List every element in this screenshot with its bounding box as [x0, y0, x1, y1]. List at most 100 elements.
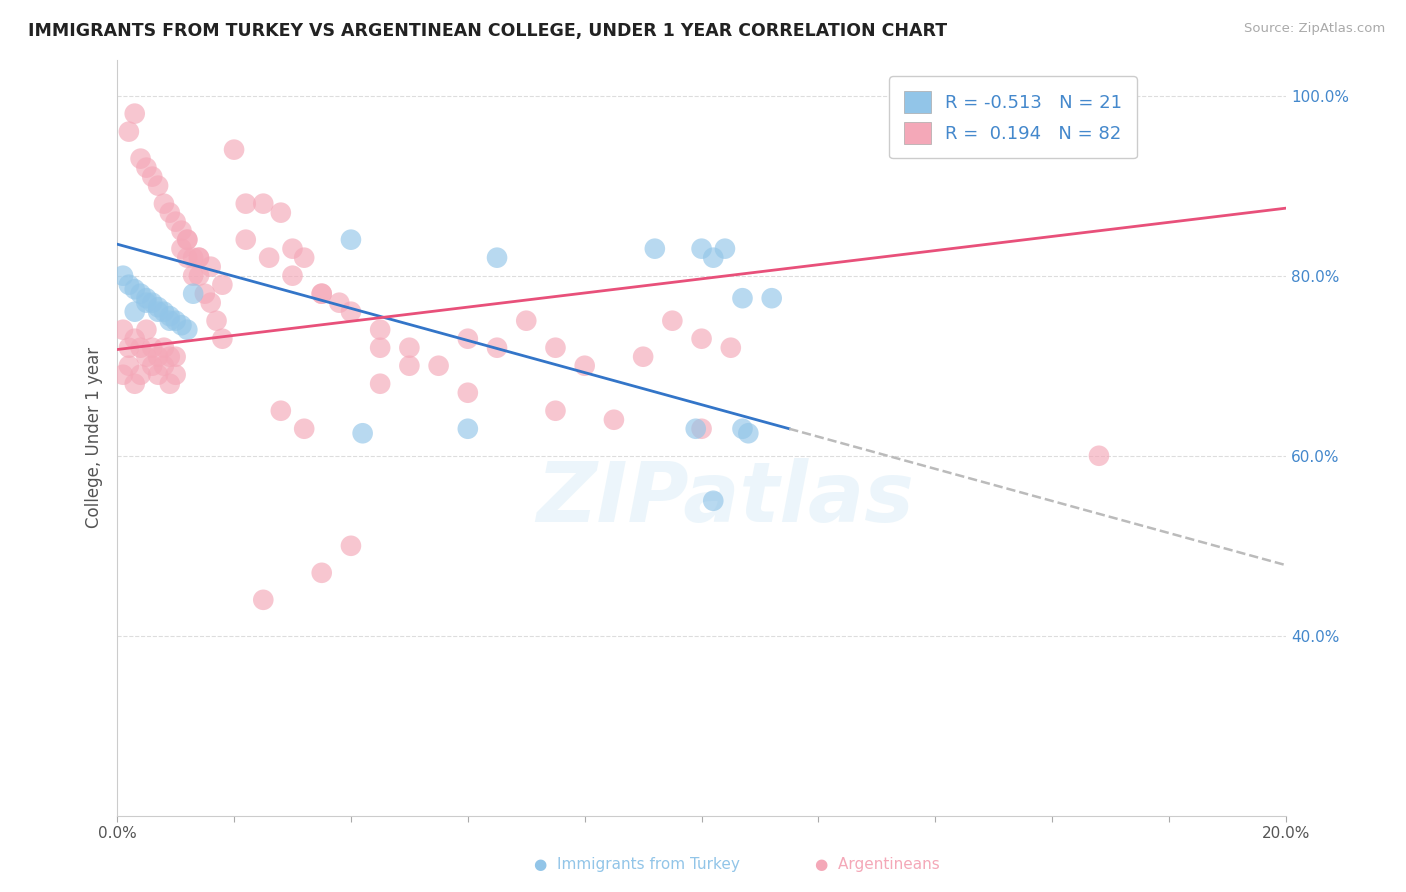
- Point: [118, 341, 141, 355]
- Point: [141, 359, 163, 373]
- Point: [731, 422, 754, 436]
- Point: [165, 215, 187, 229]
- Point: [159, 205, 181, 219]
- Point: [211, 332, 233, 346]
- Point: [574, 359, 596, 373]
- Point: [340, 304, 363, 318]
- Point: [340, 233, 363, 247]
- Point: [398, 341, 420, 355]
- Point: [205, 314, 228, 328]
- Legend: R = -0.513   N = 21, R =  0.194   N = 82: R = -0.513 N = 21, R = 0.194 N = 82: [889, 76, 1136, 158]
- Point: [181, 286, 204, 301]
- Point: [486, 341, 509, 355]
- Point: [141, 341, 163, 355]
- Point: [731, 291, 754, 305]
- Point: [118, 359, 141, 373]
- Point: [457, 385, 479, 400]
- Point: [176, 323, 198, 337]
- Point: [281, 268, 304, 283]
- Point: [368, 341, 391, 355]
- Point: [141, 295, 163, 310]
- Point: [457, 422, 479, 436]
- Point: [165, 350, 187, 364]
- Text: Source: ZipAtlas.com: Source: ZipAtlas.com: [1244, 22, 1385, 36]
- Point: [118, 125, 141, 139]
- Point: [222, 143, 245, 157]
- Point: [685, 422, 707, 436]
- Point: [486, 251, 509, 265]
- Point: [398, 359, 420, 373]
- Point: [1088, 449, 1111, 463]
- Point: [311, 286, 333, 301]
- Point: [292, 422, 315, 436]
- Point: [211, 277, 233, 292]
- Point: [118, 277, 141, 292]
- Point: [235, 196, 257, 211]
- Point: [631, 350, 654, 364]
- Point: [311, 566, 333, 580]
- Point: [252, 196, 274, 211]
- Point: [200, 260, 222, 274]
- Text: ●  Immigrants from Turkey: ● Immigrants from Turkey: [534, 857, 740, 872]
- Point: [112, 323, 135, 337]
- Point: [159, 309, 181, 323]
- Point: [146, 178, 169, 193]
- Point: [124, 282, 146, 296]
- Point: [159, 314, 181, 328]
- Point: [311, 286, 333, 301]
- Point: [368, 376, 391, 391]
- Point: [146, 350, 169, 364]
- Point: [124, 304, 146, 318]
- Point: [170, 318, 193, 333]
- Point: [153, 196, 176, 211]
- Point: [170, 224, 193, 238]
- Point: [176, 233, 198, 247]
- Point: [714, 242, 737, 256]
- Point: [159, 376, 181, 391]
- Point: [270, 403, 292, 417]
- Point: [112, 268, 135, 283]
- Point: [181, 251, 204, 265]
- Point: [153, 304, 176, 318]
- Point: [457, 332, 479, 346]
- Point: [427, 359, 450, 373]
- Point: [153, 341, 176, 355]
- Point: [368, 323, 391, 337]
- Point: [644, 242, 666, 256]
- Point: [176, 251, 198, 265]
- Y-axis label: College, Under 1 year: College, Under 1 year: [86, 347, 103, 528]
- Point: [129, 152, 152, 166]
- Point: [515, 314, 537, 328]
- Point: [720, 341, 742, 355]
- Point: [176, 233, 198, 247]
- Point: [690, 332, 713, 346]
- Point: [112, 368, 135, 382]
- Point: [146, 304, 169, 318]
- Point: [124, 332, 146, 346]
- Text: ●  Argentineans: ● Argentineans: [815, 857, 941, 872]
- Point: [124, 106, 146, 120]
- Point: [328, 295, 350, 310]
- Text: ZIPatlas: ZIPatlas: [536, 458, 914, 539]
- Point: [153, 359, 176, 373]
- Point: [690, 242, 713, 256]
- Point: [544, 403, 567, 417]
- Point: [194, 286, 217, 301]
- Point: [135, 350, 157, 364]
- Point: [141, 169, 163, 184]
- Point: [252, 592, 274, 607]
- Point: [188, 251, 211, 265]
- Point: [352, 426, 374, 441]
- Point: [159, 350, 181, 364]
- Point: [188, 251, 211, 265]
- Text: IMMIGRANTS FROM TURKEY VS ARGENTINEAN COLLEGE, UNDER 1 YEAR CORRELATION CHART: IMMIGRANTS FROM TURKEY VS ARGENTINEAN CO…: [28, 22, 948, 40]
- Point: [340, 539, 363, 553]
- Point: [603, 413, 626, 427]
- Point: [165, 368, 187, 382]
- Point: [702, 251, 724, 265]
- Point: [690, 422, 713, 436]
- Point: [200, 295, 222, 310]
- Point: [270, 205, 292, 219]
- Point: [135, 295, 157, 310]
- Point: [129, 286, 152, 301]
